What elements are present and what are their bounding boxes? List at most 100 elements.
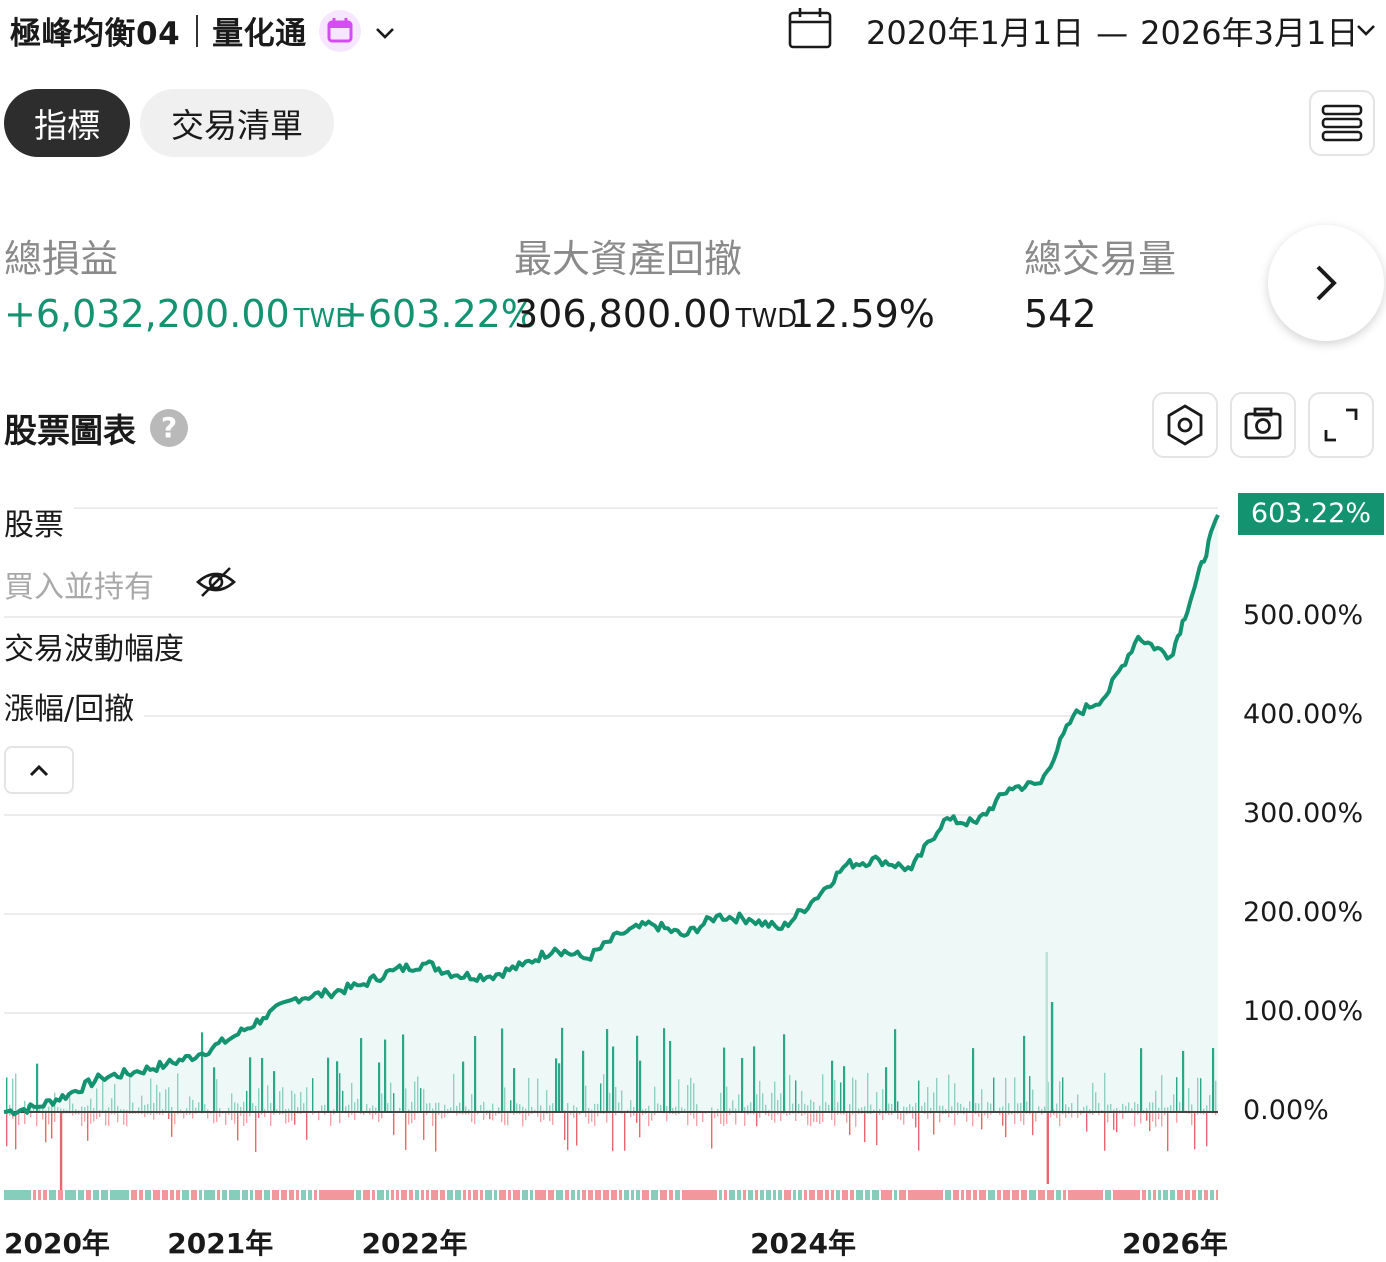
volatility-bar-up [216,1079,217,1112]
next-metrics-button[interactable] [1268,225,1384,341]
legend-collapse-button[interactable] [4,746,74,794]
volatility-bar-up [462,1062,464,1112]
strip-segment [988,1190,995,1200]
volatility-bar-down [237,1112,238,1141]
total-pnl-amount: +6,032,200.00 [4,292,290,336]
fullscreen-button[interactable] [1308,392,1374,458]
volatility-bar-down [648,1112,649,1126]
strip-segment [831,1190,834,1200]
volatility-bar-down [291,1112,292,1121]
camera-icon [1232,394,1294,456]
strip-segment [1153,1190,1156,1200]
volatility-bar-down [552,1112,553,1125]
legend-item-trade-volatility[interactable]: 交易波動幅度 [4,624,194,668]
volatility-bar-down [117,1112,118,1122]
legend-item-buy-and-hold[interactable]: 買入並持有 [4,562,164,606]
date-range-picker[interactable]: 2020年1月1日—2026年3月1日 [866,8,1358,54]
volatility-bar-down [966,1112,967,1122]
win-loss-strip [4,1190,1218,1200]
volatility-bar-up [243,1102,244,1112]
volatility-bar-up [429,1103,430,1112]
volatility-bar-up [687,1085,688,1112]
volatility-bar-down [225,1112,226,1125]
volatility-spike [1047,1112,1049,1184]
volatility-bar-down [756,1112,757,1126]
strategy-name: 極峰均衡04 [10,8,180,53]
volatility-bar-up [291,1091,292,1112]
strip-segment [842,1190,848,1200]
volatility-bar-up [303,1103,304,1112]
volatility-bar-up [510,1100,511,1112]
strip-segment [836,1190,840,1200]
eye-off-icon[interactable] [194,564,238,604]
volatility-bar-down [1140,1112,1141,1123]
volatility-bar-up [12,1079,13,1112]
menu-button[interactable] [1309,90,1375,156]
chart-settings-button[interactable] [1152,392,1218,458]
volatility-bar-up [561,1028,563,1112]
volatility-bar-down [1032,1112,1033,1135]
volatility-bar-down [1134,1112,1135,1126]
volatility-bar-up [324,1105,325,1112]
volatility-bar-up [1215,1081,1216,1112]
total-trades-label: 總交易量 [1024,228,1176,283]
strip-segment [356,1190,361,1200]
volatility-bar-up [204,1104,205,1112]
strategy-header[interactable]: 極峰均衡04 量化通 [10,8,397,53]
strategy-dropdown-chevron-down-icon[interactable] [373,13,397,49]
strip-segment [1063,1190,1066,1200]
volatility-bar-up [1098,1103,1099,1112]
volatility-bar-up [771,1093,772,1112]
volatility-bar-down [231,1112,232,1120]
legend-item-gain-drawdown[interactable]: 漲幅/回撤 [4,684,144,728]
strip-segment [945,1190,951,1200]
volatility-bar-up [339,1073,340,1112]
strip-segment [1198,1190,1202,1200]
volatility-bar-down [504,1112,505,1125]
volatility-bar-down [744,1112,745,1126]
screenshot-button[interactable] [1230,392,1296,458]
brand-name: 量化通 [212,8,307,53]
strip-segment [377,1190,384,1200]
strip-segment [1003,1190,1010,1200]
strip-segment [139,1190,143,1200]
volatility-bar-up [801,1091,802,1112]
strip-segment [595,1190,601,1200]
volatility-bar-up [693,1083,694,1112]
volatility-bar-up [1056,1104,1057,1112]
date-start: 2020年1月1日 [866,14,1084,52]
strip-segment [611,1190,617,1200]
volatility-bar-down [318,1112,319,1120]
tab-metrics[interactable]: 指標 [4,89,130,157]
volatility-bar-down [549,1112,550,1121]
legend-item-stock[interactable]: 股票 [4,500,74,544]
strip-segment [872,1190,879,1200]
strip-segment [760,1190,764,1200]
tab-trade-list[interactable]: 交易清單 [140,89,334,157]
volatility-bar-up [237,1103,238,1112]
volatility-bar-down [168,1112,169,1119]
strip-segment [255,1190,262,1200]
volatility-bar-down [432,1112,433,1126]
date-dropdown-chevron-down-icon[interactable] [1354,22,1378,42]
volatility-bar-up [1092,1083,1093,1112]
help-icon[interactable]: ? [150,409,188,447]
volatility-bar-down [972,1112,973,1126]
volatility-bar-down [696,1112,697,1126]
strip-segment [363,1190,370,1200]
date-end: 2026年3月1日 [1140,14,1358,52]
volatility-bar-up [882,1089,883,1112]
volatility-bar-up [1200,1078,1201,1112]
volatility-bar-up [144,1105,145,1112]
volatility-bar-up [132,1103,133,1112]
strip-segment [1185,1190,1190,1200]
calendar-icon[interactable] [787,6,833,54]
volatility-bar-up [831,1061,833,1112]
volatility-bar-up [1065,1104,1066,1112]
strip-segment [1148,1190,1151,1200]
volatility-bar-down [414,1112,415,1120]
volatility-bar-down [903,1112,904,1125]
volatility-bar-down [36,1112,37,1126]
strip-segment [199,1190,202,1200]
volatility-bar-down [624,1112,625,1151]
